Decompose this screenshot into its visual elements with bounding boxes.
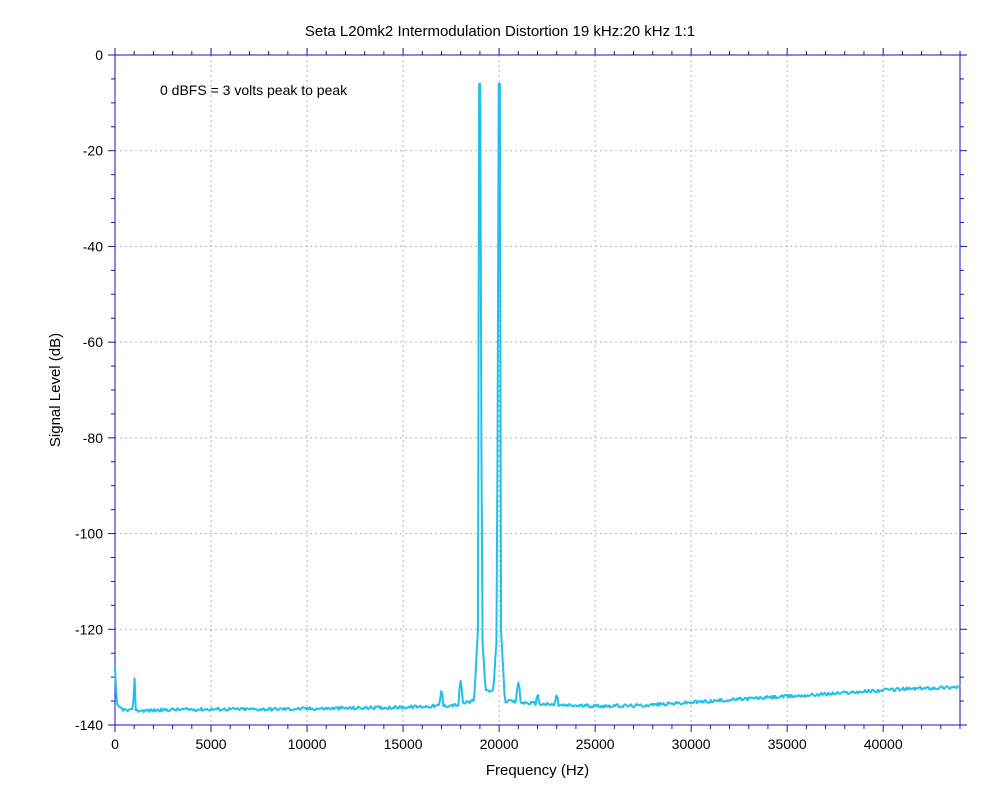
y-tick-label: -140 [75,717,103,733]
x-tick-label: 40000 [864,736,903,752]
x-tick-label: 10000 [288,736,327,752]
y-tick-label: 0 [95,47,103,63]
y-tick-label: -40 [83,238,103,254]
chart-title: Seta L20mk2 Intermodulation Distortion 1… [305,23,695,40]
x-axis-label: Frequency (Hz) [486,762,589,779]
x-tick-label: 20000 [480,736,519,752]
x-tick-label: 30000 [672,736,711,752]
y-axis-label: Signal Level (dB) [47,333,64,447]
x-tick-label: 25000 [576,736,615,752]
chart-annotation: 0 dBFS = 3 volts peak to peak [160,82,348,98]
chart-container: Seta L20mk2 Intermodulation Distortion 1… [0,0,1000,800]
y-tick-label: -120 [75,621,103,637]
x-tick-label: 5000 [195,736,226,752]
x-tick-label: 35000 [768,736,807,752]
y-tick-label: -20 [83,143,103,159]
y-tick-label: -80 [83,430,103,446]
x-tick-label: 0 [111,736,119,752]
x-tick-label: 15000 [384,736,423,752]
y-tick-label: -100 [75,526,103,542]
y-tick-label: -60 [83,334,103,350]
spectrum-chart: Seta L20mk2 Intermodulation Distortion 1… [0,0,1000,800]
